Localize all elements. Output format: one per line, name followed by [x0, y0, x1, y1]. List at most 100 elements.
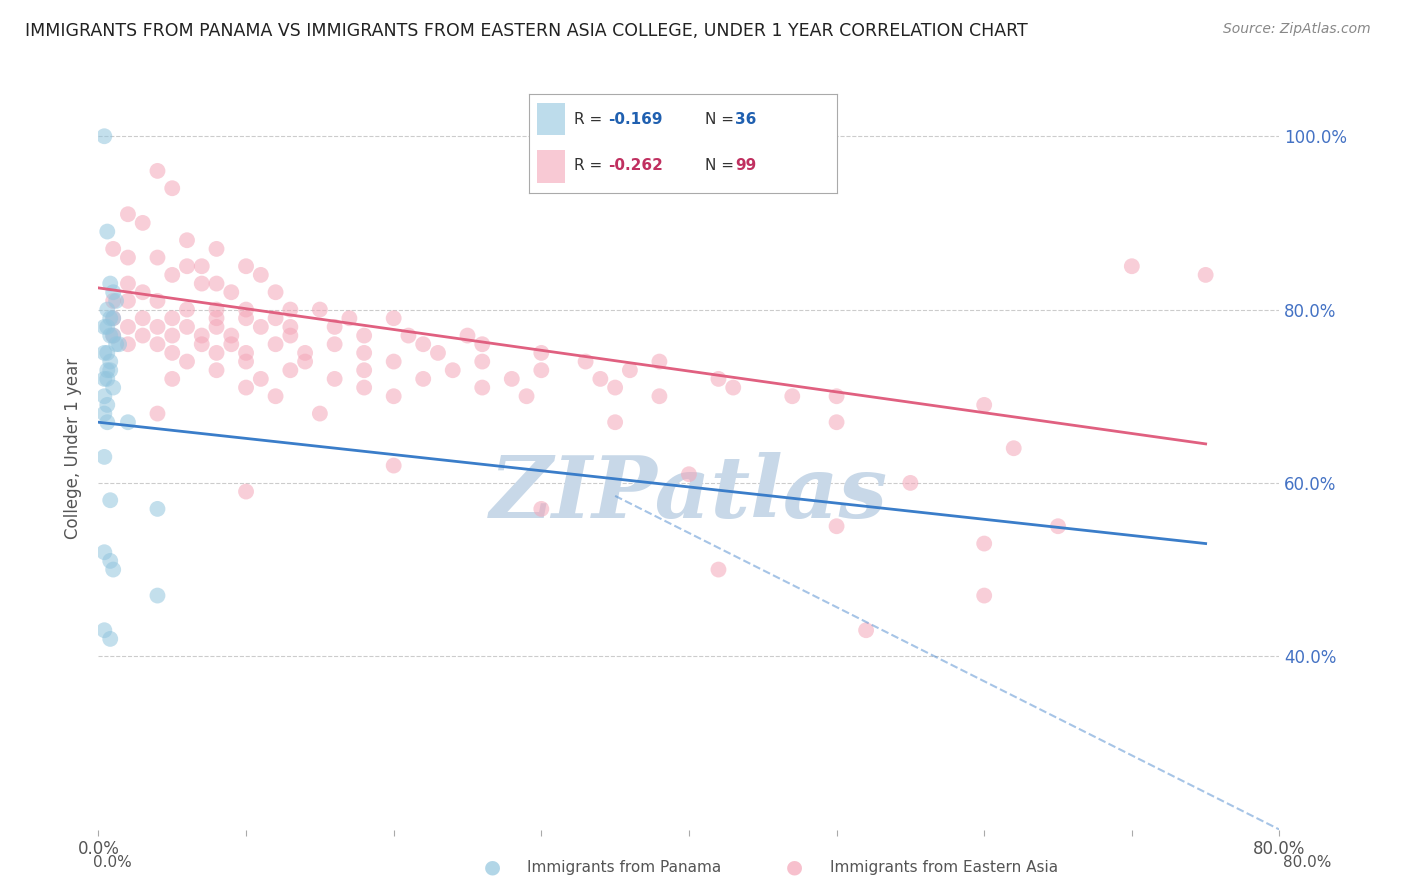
- Point: [103, 328, 125, 343]
- Point: [235, 380, 257, 394]
- Point: [103, 380, 125, 394]
- Text: ZIPatlas: ZIPatlas: [489, 452, 889, 536]
- Point: [176, 302, 198, 317]
- Point: [117, 293, 139, 308]
- Point: [103, 311, 125, 326]
- Point: [707, 372, 730, 386]
- Point: [309, 302, 332, 317]
- Point: [353, 346, 375, 360]
- Point: [441, 363, 464, 377]
- Point: [93, 407, 115, 421]
- Text: IMMIGRANTS FROM PANAMA VS IMMIGRANTS FROM EASTERN ASIA COLLEGE, UNDER 1 YEAR COR: IMMIGRANTS FROM PANAMA VS IMMIGRANTS FRO…: [25, 22, 1028, 40]
- Point: [412, 337, 434, 351]
- Point: [93, 389, 115, 403]
- Point: [707, 563, 730, 577]
- Point: [176, 259, 198, 273]
- Point: [264, 389, 287, 403]
- Point: [162, 268, 183, 282]
- Point: [530, 346, 553, 360]
- Point: [264, 311, 287, 326]
- Point: [162, 372, 183, 386]
- Point: [191, 337, 214, 351]
- Point: [530, 363, 553, 377]
- Point: [191, 277, 214, 291]
- Point: [782, 389, 804, 403]
- Point: [264, 337, 287, 351]
- Point: [176, 319, 198, 334]
- Text: Source: ZipAtlas.com: Source: ZipAtlas.com: [1223, 22, 1371, 37]
- Point: [98, 554, 121, 568]
- Point: [605, 380, 627, 394]
- Point: [501, 372, 523, 386]
- Point: [280, 302, 302, 317]
- Point: [221, 337, 243, 351]
- Point: [353, 363, 375, 377]
- Point: [530, 502, 553, 516]
- Point: [103, 328, 125, 343]
- Point: [205, 242, 228, 256]
- Point: [117, 319, 139, 334]
- Point: [973, 589, 995, 603]
- Point: [96, 302, 118, 317]
- Point: [132, 328, 155, 343]
- Text: Immigrants from Eastern Asia: Immigrants from Eastern Asia: [830, 860, 1057, 874]
- Point: [132, 311, 155, 326]
- Point: [323, 319, 346, 334]
- Point: [235, 259, 257, 273]
- Point: [93, 624, 115, 638]
- Point: [235, 346, 257, 360]
- Point: [117, 207, 139, 221]
- Point: [103, 563, 125, 577]
- Point: [235, 484, 257, 499]
- Point: [250, 268, 273, 282]
- Point: [108, 337, 131, 351]
- Point: [146, 502, 169, 516]
- Point: [353, 328, 375, 343]
- Point: [235, 311, 257, 326]
- Point: [162, 328, 183, 343]
- Point: [96, 225, 118, 239]
- Point: [382, 458, 405, 473]
- Point: [191, 328, 214, 343]
- Point: [176, 233, 198, 247]
- Point: [105, 293, 128, 308]
- Point: [412, 372, 434, 386]
- Point: [132, 216, 155, 230]
- Point: [323, 372, 346, 386]
- Point: [103, 285, 125, 300]
- Point: [973, 398, 995, 412]
- Point: [1195, 268, 1218, 282]
- Point: [1002, 441, 1025, 455]
- Point: [605, 415, 627, 429]
- Point: [471, 380, 494, 394]
- Point: [825, 415, 848, 429]
- Point: [205, 346, 228, 360]
- Point: [146, 407, 169, 421]
- Point: [382, 354, 405, 368]
- Point: [309, 407, 332, 421]
- Point: [146, 589, 169, 603]
- Point: [427, 346, 450, 360]
- Point: [96, 372, 118, 386]
- Point: [93, 346, 115, 360]
- Point: [221, 285, 243, 300]
- Point: [146, 251, 169, 265]
- Point: [382, 389, 405, 403]
- Point: [146, 164, 169, 178]
- Point: [589, 372, 612, 386]
- Point: [93, 129, 115, 144]
- Point: [93, 372, 115, 386]
- Point: [98, 493, 121, 508]
- Point: [235, 354, 257, 368]
- Point: [471, 354, 494, 368]
- Point: [648, 354, 671, 368]
- Point: [98, 354, 121, 368]
- Point: [162, 181, 183, 195]
- Text: ●: ●: [484, 857, 501, 877]
- Point: [280, 319, 302, 334]
- Point: [93, 319, 115, 334]
- Text: 0.0%: 0.0%: [93, 855, 132, 870]
- Point: [98, 632, 121, 646]
- Point: [280, 328, 302, 343]
- Point: [146, 337, 169, 351]
